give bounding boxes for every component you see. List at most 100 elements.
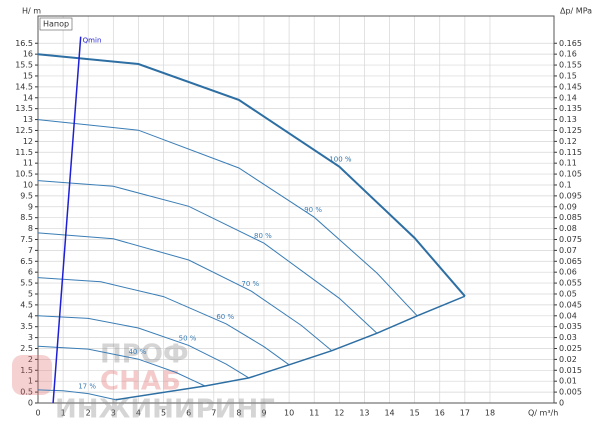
y-tick-label: 0	[28, 399, 33, 408]
x-tick-label: 0	[35, 409, 40, 418]
curve	[37, 277, 290, 366]
y2-tick-label: 0.04	[559, 311, 577, 320]
y2-tick-label: 0.125	[559, 126, 582, 135]
curve	[37, 53, 466, 297]
curve	[37, 389, 116, 401]
y2-tick-label: 0.095	[559, 191, 582, 200]
y-tick-label: 5	[28, 289, 33, 298]
y2-tick-label: 0.085	[559, 213, 582, 222]
y2-tick-label: 0.11	[559, 159, 577, 168]
y-tick-label: 9	[28, 202, 33, 211]
x-tick-label: 16	[435, 409, 445, 418]
x-tick-label: 11	[309, 409, 319, 418]
y-tick-label: 10.5	[15, 170, 33, 179]
limit-curve	[115, 295, 466, 401]
y-tick-label: 5.5	[20, 279, 33, 288]
x-tick-label: 12	[334, 409, 344, 418]
y-tick-label: 9.5	[20, 191, 33, 200]
x-tick-label: 6	[186, 409, 191, 418]
y2-tick-label: 0.025	[559, 344, 582, 353]
y-tick-label: 7.5	[20, 235, 33, 244]
x-tick-label: 9	[261, 409, 266, 418]
x-tick-label: 17	[460, 409, 470, 418]
panel-label-box	[39, 17, 73, 31]
curve-label: 70 %	[241, 280, 259, 288]
y-tick-label: 10	[23, 180, 33, 189]
y-tick-label: 8.5	[20, 213, 33, 222]
curve-label: 40 %	[128, 348, 146, 356]
curve	[37, 180, 378, 334]
curve	[37, 315, 250, 379]
y-tick-label: 14.5	[15, 82, 33, 91]
y2-axis-label: Δp/ MPa	[560, 7, 592, 16]
y-tick-label: 6	[28, 268, 33, 277]
y2-tick-label: 0.075	[559, 235, 582, 244]
y-tick-label: 7	[28, 246, 33, 255]
curve	[37, 119, 418, 317]
y-tick-label: 4	[28, 311, 33, 320]
y-tick-label: 3.5	[20, 322, 33, 331]
y2-tick-label: 0.045	[559, 300, 582, 309]
curve	[37, 345, 206, 387]
x-tick-label: 13	[359, 409, 369, 418]
y2-tick-label: 0	[559, 399, 564, 408]
y-tick-label: 8	[28, 224, 33, 233]
curve-label: 17 %	[78, 383, 96, 391]
curve-label: 50 %	[179, 334, 197, 342]
y2-tick-label: 0.13	[559, 115, 577, 124]
y2-tick-label: 0.015	[559, 366, 582, 375]
x-tick-label: 14	[384, 409, 394, 418]
y2-tick-label: 0.165	[559, 39, 582, 48]
y-tick-label: 15	[23, 71, 33, 80]
y-tick-label: 14	[23, 93, 33, 102]
y2-tick-label: 0.02	[559, 355, 577, 364]
watermark-text: ИНЖИНИРИНГ	[55, 395, 275, 425]
curve-label: 90 %	[304, 206, 322, 214]
y-tick-label: 0.5	[20, 388, 33, 397]
x-tick-label: 15	[410, 409, 420, 418]
y2-tick-label: 0.08	[559, 224, 577, 233]
y2-tick-label: 0.115	[559, 148, 582, 157]
y-tick-label: 16.5	[15, 39, 33, 48]
y-tick-label: 6.5	[20, 257, 33, 266]
x-tick-label: 5	[161, 409, 166, 418]
watermark-logo	[12, 355, 52, 395]
y-tick-label: 4.5	[20, 300, 33, 309]
y2-tick-label: 0.16	[559, 50, 577, 59]
x-tick-label: 4	[136, 409, 141, 418]
y2-tick-label: 0.155	[559, 61, 582, 70]
y-tick-label: 13.5	[15, 104, 33, 113]
y-axis-label: H/ m	[22, 7, 41, 16]
y2-tick-label: 0.105	[559, 170, 582, 179]
curve-label: 100 %	[329, 156, 352, 164]
y2-tick-label: 0.145	[559, 82, 582, 91]
y2-tick-label: 0.005	[559, 388, 582, 397]
curve-label: 80 %	[254, 232, 272, 240]
y-tick-label: 12	[23, 137, 33, 146]
y-tick-label: 12.5	[15, 126, 33, 135]
y-tick-label: 3	[28, 333, 33, 342]
curve	[52, 36, 82, 404]
x-tick-label: 2	[86, 409, 91, 418]
x-axis-label: Q/ m³/h	[528, 409, 558, 418]
y-tick-label: 11	[23, 159, 33, 168]
y2-tick-label: 0.15	[559, 71, 577, 80]
y2-tick-label: 0.05	[559, 289, 577, 298]
x-tick-label: 10	[284, 409, 294, 418]
plot-frame	[37, 15, 555, 404]
y2-tick-label: 0.135	[559, 104, 582, 113]
panel-label: Напор	[43, 20, 69, 29]
y-tick-label: 16	[23, 50, 33, 59]
y-tick-label: 1	[28, 377, 33, 386]
y-tick-label: 15.5	[15, 61, 33, 70]
y2-tick-label: 0.06	[559, 268, 577, 277]
y-tick-label: 2	[28, 355, 33, 364]
y2-tick-label: 0.14	[559, 93, 577, 102]
curve-label: Qmin	[83, 37, 102, 45]
y2-tick-label: 0.055	[559, 279, 582, 288]
y2-tick-label: 0.065	[559, 257, 582, 266]
y-tick-label: 1.5	[20, 366, 33, 375]
